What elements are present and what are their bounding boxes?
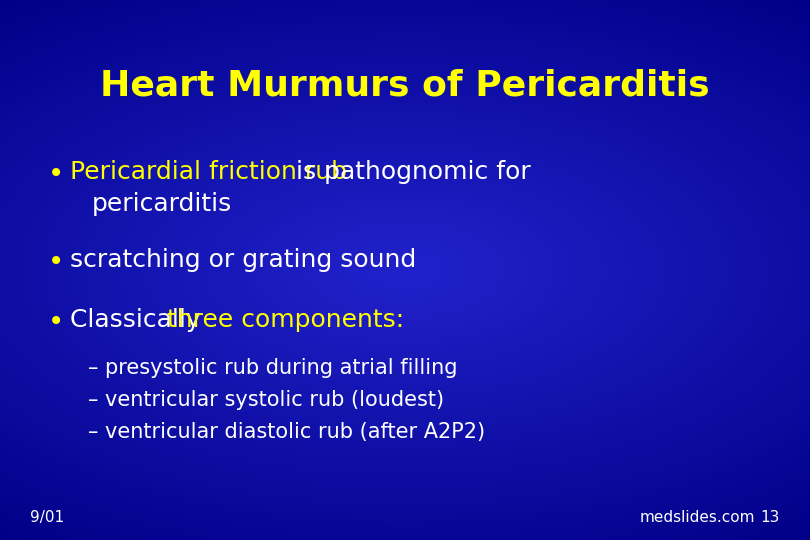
Text: 9/01: 9/01	[30, 510, 64, 525]
Text: is pathognomic for: is pathognomic for	[288, 160, 531, 184]
Text: Classically: Classically	[70, 308, 209, 332]
Text: medslides.com: medslides.com	[640, 510, 756, 525]
Text: 13: 13	[760, 510, 779, 525]
Text: •: •	[48, 160, 64, 188]
Text: – ventricular diastolic rub (after A2P2): – ventricular diastolic rub (after A2P2)	[88, 422, 485, 442]
Text: scratching or grating sound: scratching or grating sound	[70, 248, 416, 272]
Text: pericarditis: pericarditis	[92, 192, 232, 216]
Text: Heart Murmurs of Pericarditis: Heart Murmurs of Pericarditis	[100, 68, 710, 102]
Text: Pericardial friction rub: Pericardial friction rub	[70, 160, 347, 184]
Text: •: •	[48, 308, 64, 336]
Text: •: •	[48, 248, 64, 276]
Text: three components:: three components:	[167, 308, 404, 332]
Text: – ventricular systolic rub (loudest): – ventricular systolic rub (loudest)	[88, 390, 444, 410]
Text: – presystolic rub during atrial filling: – presystolic rub during atrial filling	[88, 358, 458, 378]
